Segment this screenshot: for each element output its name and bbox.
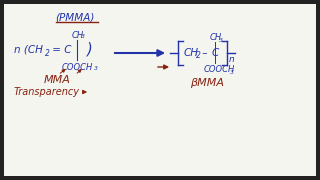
Text: n (CH: n (CH xyxy=(14,45,43,55)
Text: –: – xyxy=(199,48,211,58)
Text: COOCH: COOCH xyxy=(62,62,93,71)
Text: ): ) xyxy=(87,42,93,57)
Text: 2: 2 xyxy=(196,51,201,60)
Text: βMMA: βMMA xyxy=(190,78,224,88)
Text: COOCH: COOCH xyxy=(204,66,235,75)
Text: CH: CH xyxy=(184,48,199,58)
Text: MMA: MMA xyxy=(44,75,71,85)
Text: n: n xyxy=(229,55,235,64)
Text: 3: 3 xyxy=(94,66,98,71)
Text: CH: CH xyxy=(210,33,222,42)
Text: 3: 3 xyxy=(219,37,223,42)
Text: CH: CH xyxy=(72,30,84,39)
Text: Transparency: Transparency xyxy=(14,87,80,97)
Text: 3: 3 xyxy=(81,35,85,39)
Text: 2: 2 xyxy=(45,48,50,57)
Text: = C: = C xyxy=(49,45,71,55)
Text: (PMMA): (PMMA) xyxy=(55,12,95,22)
Text: C: C xyxy=(212,48,219,58)
Text: 3: 3 xyxy=(230,69,234,75)
